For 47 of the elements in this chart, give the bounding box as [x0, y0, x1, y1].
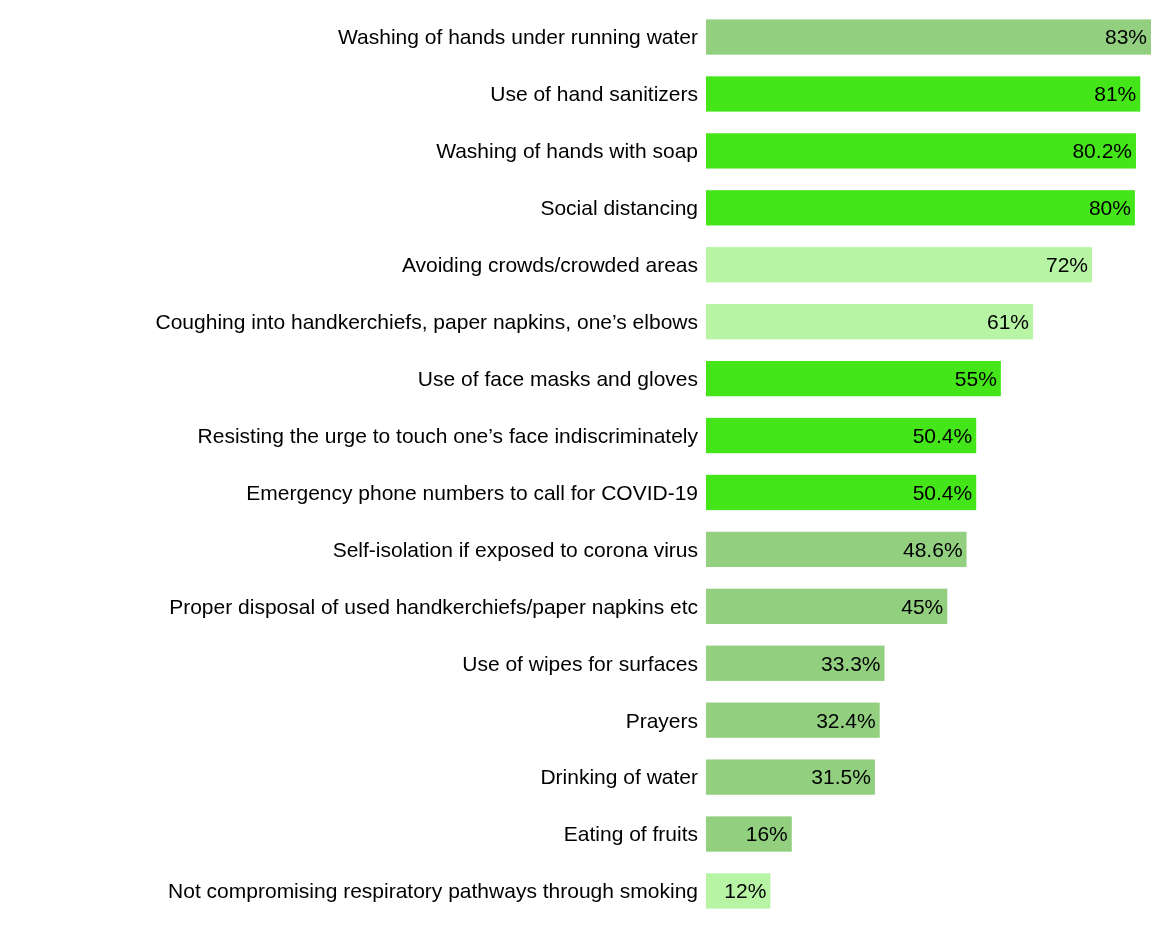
bar — [706, 816, 792, 852]
bar — [706, 702, 880, 738]
bar — [706, 19, 1151, 55]
data-label: 80.2% — [1072, 139, 1132, 163]
y-tick-label: Coughing into handkerchiefs, paper napkins, one’s elbows — [155, 310, 698, 334]
bar — [706, 76, 1141, 112]
data-label: 72% — [1045, 253, 1089, 277]
data-label: 12% — [724, 879, 767, 903]
y-tick-label: Drinking of water — [540, 765, 699, 789]
data-label: 50.4% — [912, 480, 973, 504]
y-tick-label: Emergency phone numbers to call for COVID-19 — [246, 480, 698, 504]
bar — [706, 304, 1034, 340]
data-label: 31.5% — [811, 765, 871, 789]
bar — [706, 588, 948, 624]
bar — [706, 474, 977, 511]
bar — [706, 417, 977, 454]
data-label: 55% — [954, 366, 997, 390]
bar — [706, 247, 1093, 283]
bar — [706, 360, 1001, 397]
y-tick-label: Eating of fruits — [563, 822, 698, 846]
data-label: 16% — [745, 822, 788, 846]
y-tick-label: Resisting the urge to touch one’s face indiscriminately — [197, 423, 699, 447]
data-label: 45% — [901, 594, 944, 618]
y-tick-label: Use of wipes for surfaces — [462, 651, 698, 675]
y-tick-label: Use of hand sanitizers — [490, 82, 698, 106]
y-tick-label: Washing of hands under running water — [338, 25, 698, 49]
data-label: 83% — [1104, 25, 1147, 49]
y-tick-label: Prayers — [625, 708, 698, 732]
data-label: 32.4% — [816, 708, 876, 732]
bar — [706, 190, 1135, 226]
data-label: 50.4% — [912, 423, 973, 447]
bar — [706, 531, 967, 568]
y-tick-label: Washing of hands with soap — [436, 139, 698, 163]
y-tick-label: Self-isolation if exposed to corona virus — [332, 537, 698, 561]
bar — [706, 133, 1136, 169]
data-label: 33.3% — [820, 651, 881, 675]
bar — [706, 759, 875, 795]
data-label: 48.6% — [903, 537, 963, 561]
y-tick-label: Not compromising respiratory pathways through smoking — [168, 879, 698, 903]
data-label: 81% — [1094, 82, 1137, 106]
bar — [706, 645, 885, 681]
data-label: 80% — [1088, 196, 1131, 220]
y-tick-label: Use of face masks and gloves — [417, 366, 698, 390]
y-tick-label: Proper disposal of used handkerchiefs/paper napkins etc — [169, 594, 698, 618]
y-tick-label: Avoiding crowds/crowded areas — [401, 253, 698, 277]
data-label: 61% — [987, 310, 1030, 334]
y-tick-label: Social distancing — [540, 196, 698, 220]
